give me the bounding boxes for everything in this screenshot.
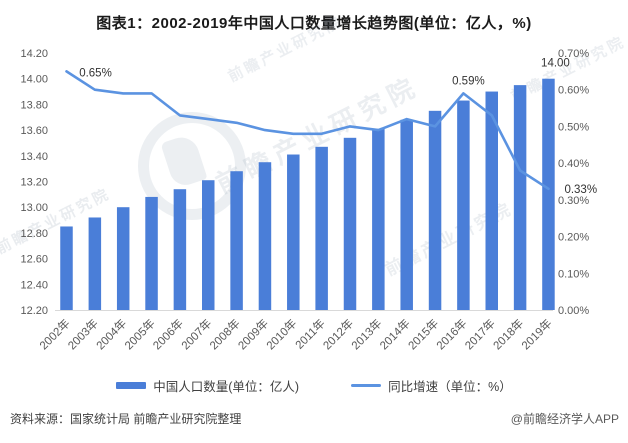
left-axis-tick: 12.80 [20, 228, 48, 240]
population-growth-chart: 14.20 14.00 13.80 13.60 13.40 13.20 13.00 12.80… [20, 48, 597, 352]
right-axis-tick: 0.30% [558, 195, 589, 207]
population-bar [400, 119, 413, 310]
data-label: 0.65% [79, 67, 112, 79]
right-axis-tick: 0.20% [558, 232, 589, 244]
right-axis-tick: 0.60% [558, 85, 589, 97]
brand-credit-text: @前瞻经济学人APP [510, 412, 619, 426]
population-bar [60, 226, 73, 310]
data-label: 0.59% [452, 75, 485, 87]
population-bar [428, 110, 442, 310]
left-axis-tick: 12.60 [20, 254, 48, 266]
bar-series-swatch-icon [116, 381, 147, 389]
x-axis-label: 2005年 [122, 316, 158, 352]
x-axis-label: 2019年 [518, 316, 554, 352]
x-axis-label: 2012年 [320, 316, 356, 352]
data-label: 14.00 [541, 58, 570, 70]
left-axis-tick: 13.00 [20, 202, 48, 214]
population-bar [230, 171, 243, 310]
x-axis-label: 2011年 [292, 316, 328, 352]
population-bar [145, 196, 158, 310]
left-axis-tick: 13.80 [20, 99, 48, 111]
legend-item-growth-rate: 同比增速（单位：%） [351, 376, 512, 395]
left-axis-tick: 14.20 [20, 48, 48, 60]
x-axis-label: 2002年 [36, 316, 72, 352]
population-bar [542, 78, 555, 310]
x-axis-label: 2015年 [405, 316, 441, 352]
x-axis-label: 2017年 [462, 316, 498, 352]
x-axis-label: 2014年 [377, 316, 413, 352]
chart-footer: 资料来源：国家统计局 前瞻产业研究院整理 @前瞻经济学人APP [0, 410, 628, 427]
population-bar [173, 189, 187, 310]
population-bar [202, 180, 215, 310]
x-axis-label: 2003年 [65, 316, 101, 352]
x-axis-label: 2018年 [490, 316, 526, 352]
population-bar [372, 128, 385, 310]
population-bar [513, 85, 527, 310]
left-axis-tick: 12.20 [20, 305, 48, 317]
population-bar [116, 207, 130, 310]
data-source-text: 资料来源：国家统计局 前瞻产业研究院整理 [10, 412, 242, 426]
left-axis-tick: 14.00 [20, 74, 48, 86]
x-axis-label: 2008年 [207, 316, 243, 352]
left-axis-tick: 13.20 [20, 177, 48, 189]
x-axis-label: 2010年 [263, 316, 299, 352]
population-bar [315, 146, 328, 310]
chart-legend: 中国人口数量(单位：亿人) 同比增速（单位：%） [0, 376, 628, 394]
right-axis-tick: 0.50% [558, 121, 589, 133]
population-bar [485, 91, 498, 310]
growth-rate-line [65, 70, 550, 191]
population-bar [287, 154, 300, 310]
left-axis-tick: 13.40 [20, 151, 48, 163]
population-bar [88, 217, 102, 310]
line-series-swatch-icon [351, 383, 382, 387]
x-axis-label: 2006年 [150, 316, 186, 352]
chart-title: 图表1：2002-2019年中国人口数量增长趋势图(单位：亿人，%) [96, 15, 532, 32]
left-axis-tick: 12.40 [20, 279, 48, 291]
legend-label: 中国人口数量(单位：亿人) [153, 379, 300, 394]
population-bar [258, 162, 272, 310]
population-bar [343, 137, 357, 310]
population-bar [457, 100, 470, 310]
data-label: 0.33% [564, 184, 597, 196]
legend-label: 同比增速（单位：%） [388, 379, 512, 394]
right-axis-tick: 0.70% [558, 48, 589, 60]
right-axis-tick: 0.10% [558, 268, 589, 280]
right-axis-tick: 0.40% [558, 158, 589, 170]
x-axis-label: 2004年 [93, 316, 129, 352]
right-axis-tick: 0.00% [558, 305, 589, 317]
x-axis-label: 2016年 [433, 316, 469, 352]
legend-item-population: 中国人口数量(单位：亿人) [116, 376, 299, 395]
x-axis-label: 2013年 [348, 316, 384, 352]
x-axis-label: 2009年 [235, 316, 271, 352]
left-axis-tick: 13.60 [20, 125, 48, 137]
x-axis-label: 2007年 [178, 316, 214, 352]
